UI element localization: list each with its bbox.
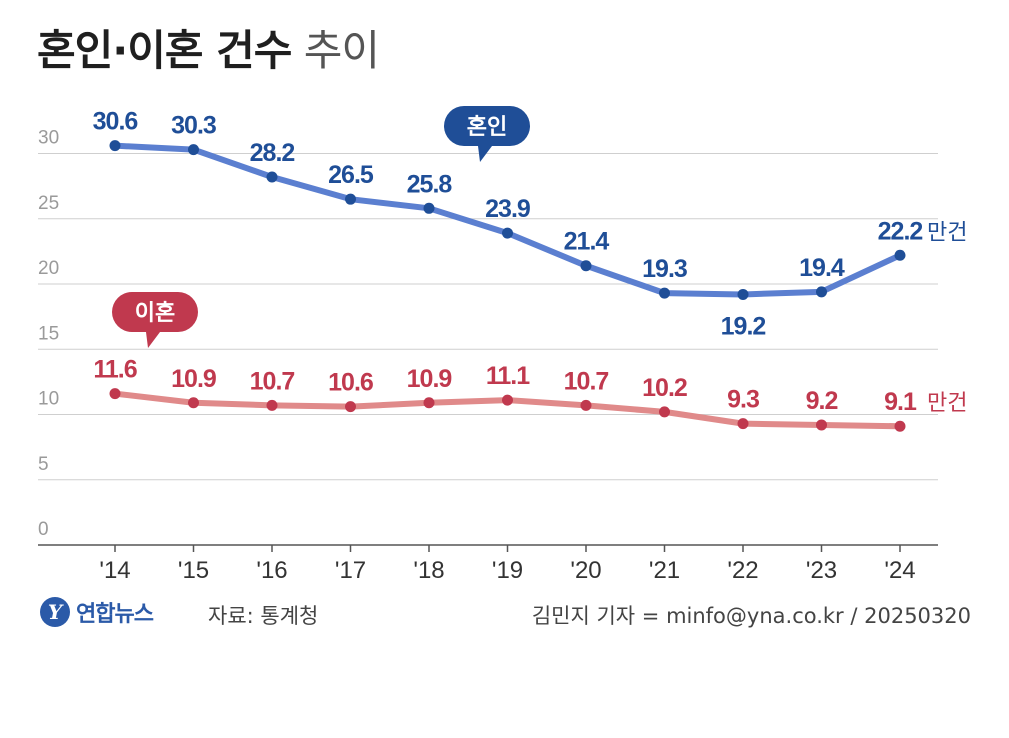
legend-marriage-bubble [444,106,530,162]
x-tick-label: '21 [649,557,680,584]
y-tick-label: 20 [38,258,59,279]
data-point [894,420,906,432]
x-tick-label: '15 [178,557,209,584]
x-tick-label: '24 [884,557,915,584]
yonhap-logo: Y 연합뉴스 [40,596,154,628]
y-tick-label: 5 [38,454,49,475]
x-tick-label: '17 [335,557,366,584]
data-label: 10.6 [328,369,373,397]
data-label: 26.5 [328,161,374,189]
data-label: 10.7 [564,367,609,395]
data-label: 28.2 [250,139,295,167]
data-point [345,401,356,413]
chart-title-main: 혼인·이혼 건수 [37,26,292,75]
data-point [502,394,513,406]
data-label: 9.2 [806,387,838,415]
data-point [580,260,592,272]
data-label: 30.3 [171,112,216,140]
data-label: 22.2 [878,217,923,245]
data-label: 21.4 [564,228,610,256]
data-label: 10.9 [171,365,216,393]
data-point [109,388,121,400]
data-point [659,287,670,299]
data-point [894,249,906,261]
data-label: 19.3 [642,255,687,283]
data-point [188,397,199,409]
data-point [816,286,827,298]
data-label: 25.8 [407,170,453,198]
source-label: 자료: 통계청 [208,604,319,628]
data-point [109,140,121,152]
y-tick-label: 0 [38,519,49,540]
x-tick-label: '16 [256,557,287,584]
unit-label: 만건 [927,391,967,416]
data-point [502,227,513,239]
data-point [580,399,592,411]
legend-divorce-bubble [112,292,198,348]
chart-title-sub: 추이 [303,26,380,75]
legend-marriage-label: 혼인 [467,115,507,140]
y-tick-label: 15 [38,323,59,344]
data-label: 30.6 [93,108,138,136]
yonhap-logo-text: 연합뉴스 [76,602,154,627]
data-label: 11.1 [486,362,530,390]
data-point [423,202,435,214]
x-tick-label: '23 [806,557,837,584]
x-tick-label: '20 [570,557,601,584]
data-point [266,171,278,183]
data-label: 19.2 [721,312,766,340]
data-label: 23.9 [485,195,530,223]
data-point [816,419,827,431]
x-tick-label: '14 [99,557,130,584]
byline: 김민지 기자 = minfo@yna.co.kr / 20250320 [531,604,971,628]
data-label: 19.4 [799,254,845,282]
y-tick-label: 25 [38,193,59,214]
y-tick-label: 10 [38,389,59,410]
data-point [737,288,749,300]
data-point [659,406,670,418]
data-point [423,397,435,409]
yonhap-logo-icon: Y [40,597,70,627]
data-point [188,144,199,156]
data-point [737,418,749,430]
data-label: 9.1 [884,388,917,416]
x-tick-label: '22 [727,557,758,584]
data-label: 10.9 [407,365,452,393]
legend-divorce-label: 이혼 [135,301,175,326]
chart-title: 혼인·이혼 건수 추이 [37,30,380,72]
data-label: 10.7 [250,367,295,395]
data-point [266,399,278,411]
data-point [345,193,356,205]
x-tick-label: '19 [492,557,523,584]
data-label: 9.3 [727,386,759,414]
x-tick-label: '18 [413,557,444,584]
unit-label: 만건 [927,220,967,245]
y-tick-label: 30 [38,128,59,149]
data-label: 11.6 [93,356,136,384]
data-label: 10.2 [642,374,687,402]
